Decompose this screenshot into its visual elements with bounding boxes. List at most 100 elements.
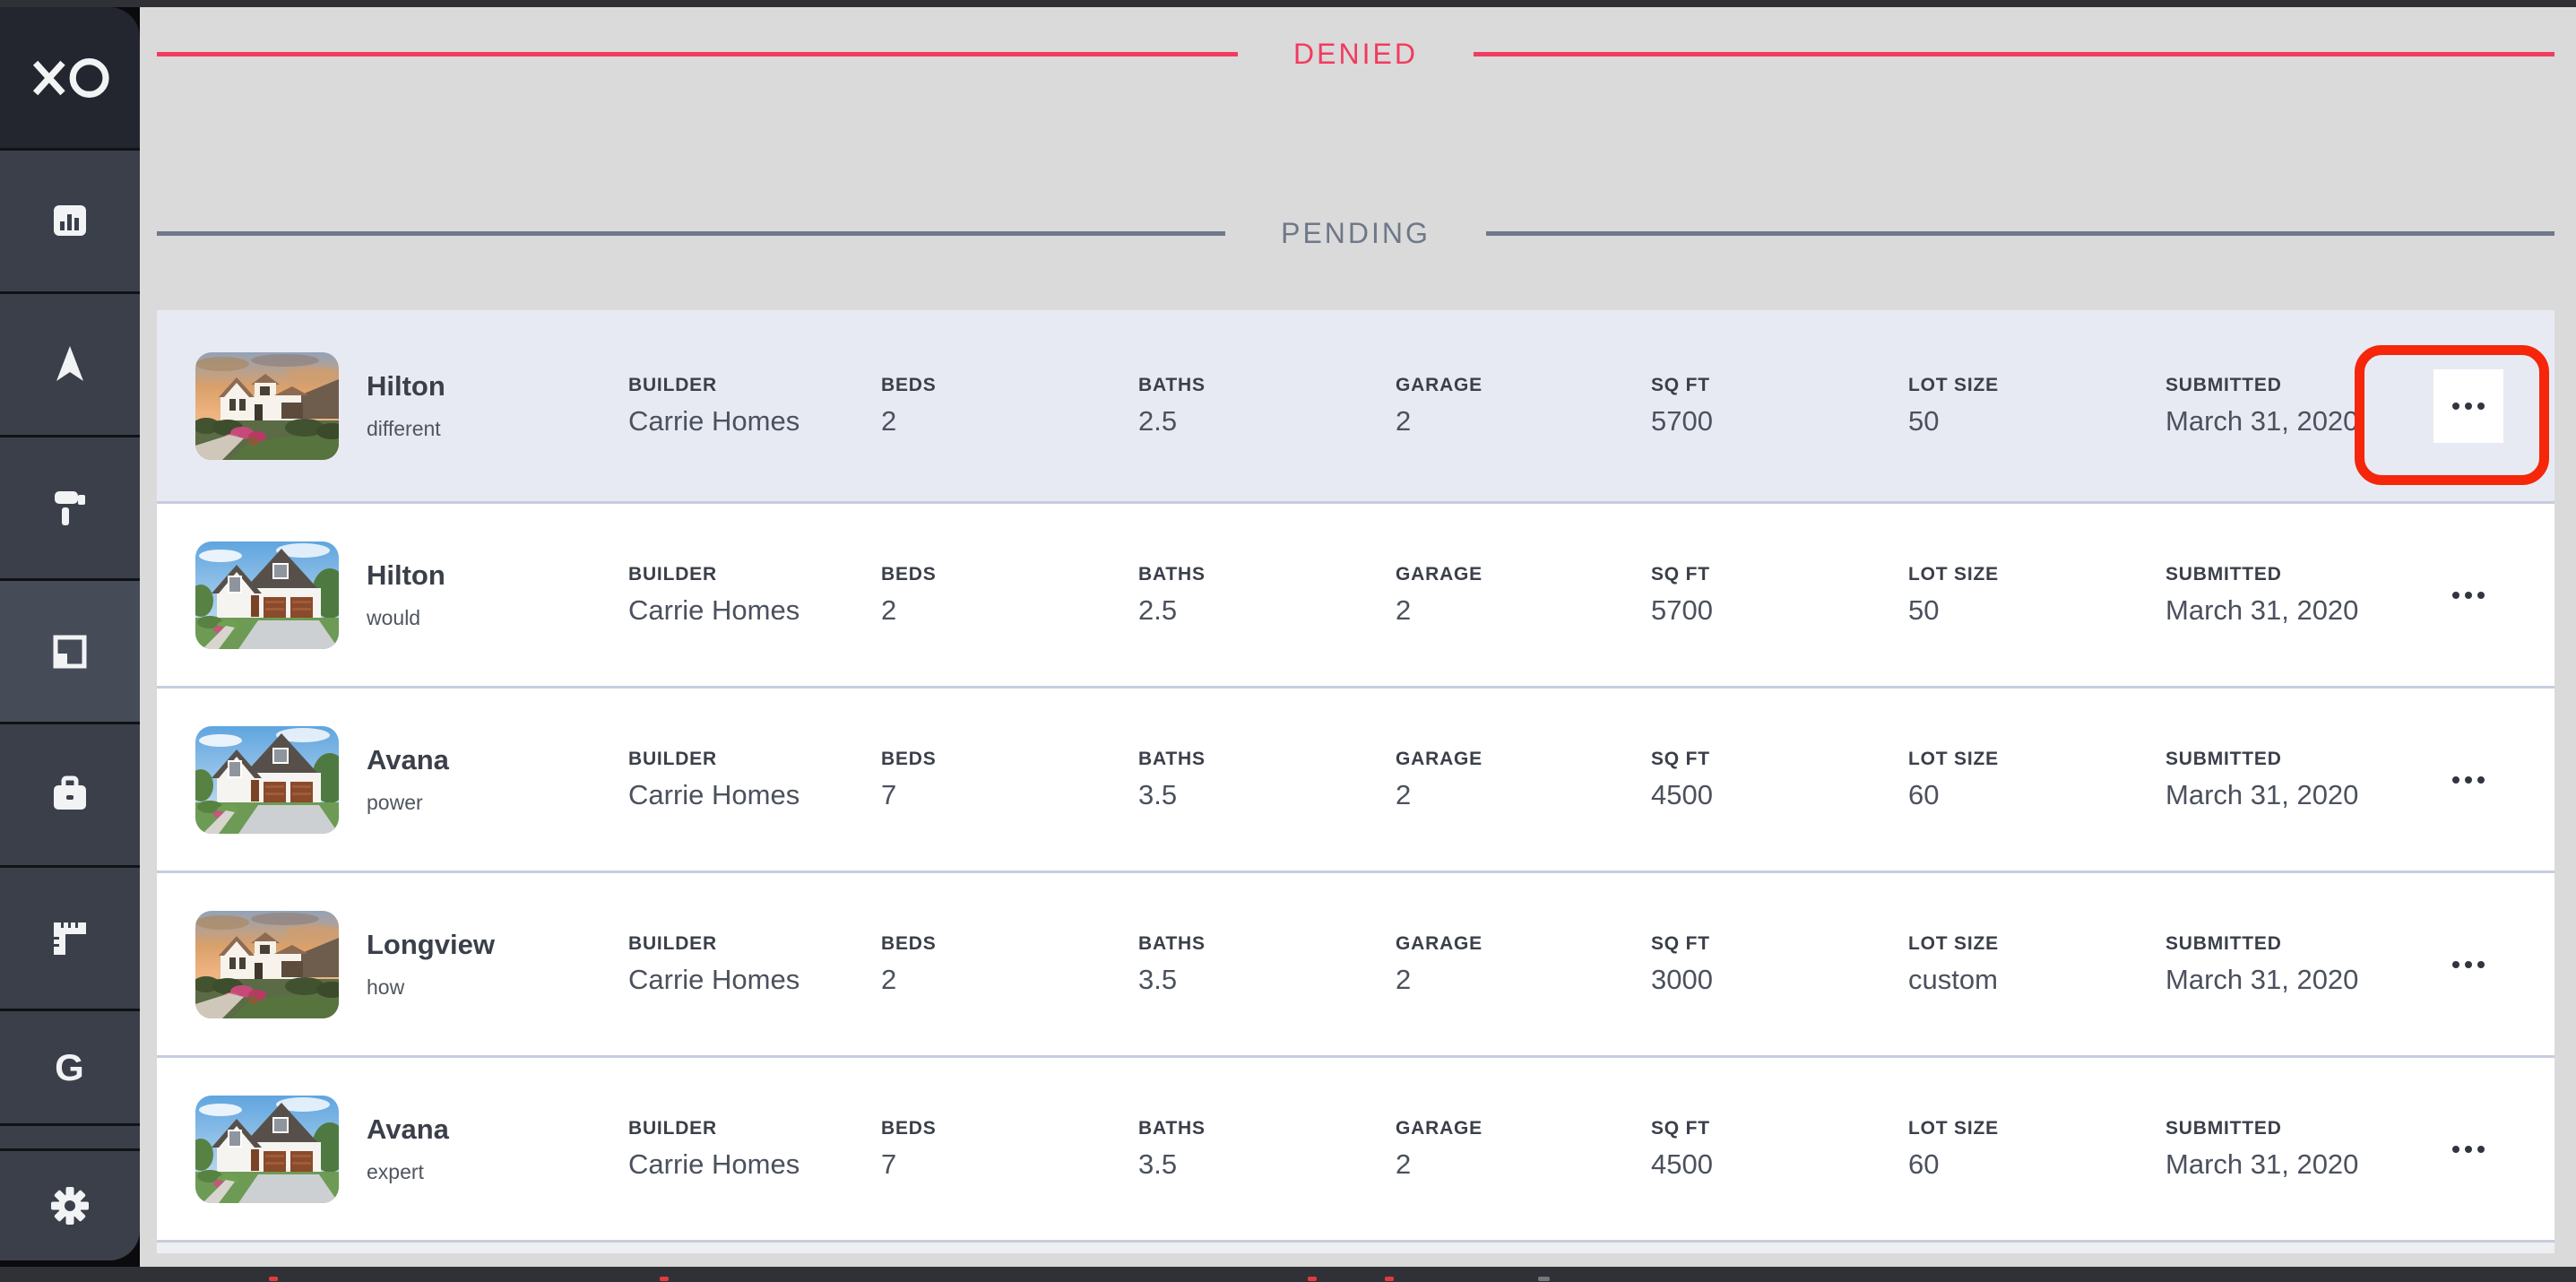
lot-size-label: LOT SIZE — [1908, 563, 1999, 585]
submitted-value: March 31, 2020 — [2165, 593, 2359, 626]
sidebar-spacer — [0, 1126, 140, 1151]
beds-label: BEDS — [881, 932, 937, 954]
garage-value: 2 — [1396, 1148, 1412, 1180]
lot-size-value: 60 — [1908, 1148, 1940, 1180]
baths-value: 3.5 — [1138, 778, 1178, 810]
baths-field: BATHS 2.5 — [1138, 564, 1396, 627]
plan-row[interactable]: Avana expert BUILDER Carrie Homes BEDS 7… — [157, 1058, 2554, 1243]
garage-value: 2 — [1396, 593, 1412, 626]
plan-thumbnail-cell — [195, 726, 367, 834]
row-menu-button[interactable] — [2433, 928, 2503, 1001]
sqft-value: 3000 — [1651, 963, 1713, 995]
lot-size-field: LOT SIZE 60 — [1908, 749, 2165, 811]
plan-thumbnail-sunset — [195, 911, 339, 1018]
builder-value: Carrie Homes — [628, 963, 800, 995]
sidebar-item-portfolio[interactable] — [0, 724, 140, 868]
app-logo[interactable] — [0, 7, 140, 151]
plan-row[interactable]: Hilton different BUILDER Carrie Homes BE… — [157, 310, 2554, 504]
plan-thumbnail-cell — [195, 352, 367, 460]
plan-variant: how — [367, 975, 405, 999]
section-label-pending: PENDING — [1281, 217, 1431, 249]
plan-title-cell: Avana power — [367, 744, 628, 815]
plan-name: Hilton — [367, 559, 445, 591]
baths-label: BATHS — [1138, 563, 1206, 585]
builder-label: BUILDER — [628, 748, 717, 769]
lot-size-value: 60 — [1908, 778, 1940, 810]
sidebar-item-paint[interactable] — [0, 437, 140, 581]
pending-plans-list: Hilton different BUILDER Carrie Homes BE… — [157, 310, 2554, 1253]
lot-size-value: custom — [1908, 963, 1998, 995]
beds-field: BEDS 7 — [881, 749, 1138, 811]
garage-label: GARAGE — [1396, 748, 1482, 769]
beds-field: BEDS 2 — [881, 375, 1138, 437]
sidebar-item-settings[interactable] — [0, 1151, 140, 1260]
garage-field: GARAGE 2 — [1396, 749, 1651, 811]
lot-size-field: LOT SIZE custom — [1908, 933, 2165, 996]
ruler-icon — [47, 915, 93, 962]
sidebar-item-navigate[interactable] — [0, 294, 140, 437]
row-menu-button[interactable] — [2433, 559, 2503, 632]
row-menu-button[interactable] — [2433, 743, 2503, 817]
next-row-peek — [157, 1243, 2554, 1253]
plan-row[interactable]: Longview how BUILDER Carrie Homes BEDS 2… — [157, 873, 2554, 1058]
submitted-field: SUBMITTED March 31, 2020 — [2165, 749, 2554, 811]
baths-value: 2.5 — [1138, 404, 1178, 437]
baths-label: BATHS — [1138, 748, 1206, 769]
sidebar-item-floorplans[interactable] — [0, 581, 140, 724]
beds-label: BEDS — [881, 1117, 937, 1139]
plan-name: Avana — [367, 744, 449, 775]
plan-title-cell: Hilton different — [367, 370, 628, 441]
submitted-value: March 31, 2020 — [2165, 963, 2359, 995]
plan-name: Hilton — [367, 370, 445, 402]
submitted-value: March 31, 2020 — [2165, 778, 2359, 810]
sqft-field: SQ FT 3000 — [1651, 933, 1908, 996]
g-icon: G — [55, 1045, 85, 1088]
gear-icon — [47, 1182, 93, 1229]
baths-label: BATHS — [1138, 1117, 1206, 1139]
sqft-value: 5700 — [1651, 593, 1713, 626]
xo-logo-icon — [27, 56, 113, 100]
beds-label: BEDS — [881, 563, 937, 585]
beds-field: BEDS 7 — [881, 1118, 1138, 1181]
builder-label: BUILDER — [628, 1117, 717, 1139]
baths-label: BATHS — [1138, 932, 1206, 954]
lot-size-label: LOT SIZE — [1908, 748, 1999, 769]
row-menu-button[interactable] — [2433, 368, 2503, 443]
garage-label: GARAGE — [1396, 374, 1482, 395]
garage-label: GARAGE — [1396, 932, 1482, 954]
clipped-content-mark — [1385, 1277, 1394, 1281]
sqft-field: SQ FT 4500 — [1651, 749, 1908, 811]
baths-field: BATHS 3.5 — [1138, 1118, 1396, 1181]
builder-field: BUILDER Carrie Homes — [628, 564, 881, 627]
sidebar-item-measure[interactable] — [0, 868, 140, 1011]
submitted-label: SUBMITTED — [2165, 748, 2282, 769]
beds-field: BEDS 2 — [881, 564, 1138, 627]
beds-field: BEDS 2 — [881, 933, 1138, 996]
divider-line — [157, 231, 1226, 236]
garage-value: 2 — [1396, 404, 1412, 437]
baths-field: BATHS 2.5 — [1138, 375, 1396, 437]
builder-label: BUILDER — [628, 932, 717, 954]
submitted-field: SUBMITTED March 31, 2020 — [2165, 564, 2554, 627]
divider-line — [157, 52, 1239, 56]
plan-variant: expert — [367, 1160, 424, 1183]
sidebar-nav: G — [0, 151, 140, 1260]
sqft-value: 4500 — [1651, 778, 1713, 810]
window-top-bar — [0, 0, 2576, 7]
section-divider-denied: DENIED — [157, 38, 2554, 71]
row-menu-button[interactable] — [2433, 1113, 2503, 1186]
lot-size-label: LOT SIZE — [1908, 374, 1999, 395]
baths-value: 3.5 — [1138, 963, 1178, 995]
divider-line — [1485, 231, 2555, 236]
sidebar-item-google[interactable]: G — [0, 1011, 140, 1126]
plan-row[interactable]: Avana power BUILDER Carrie Homes BEDS 7 … — [157, 689, 2554, 873]
plan-row[interactable]: Hilton would BUILDER Carrie Homes BEDS 2… — [157, 504, 2554, 689]
sidebar-item-stats[interactable] — [0, 151, 140, 294]
ellipsis-icon — [2452, 775, 2459, 784]
lot-size-value: 50 — [1908, 404, 1940, 437]
plan-thumbnail-daylight — [195, 541, 339, 649]
clipped-content-mark — [269, 1277, 278, 1281]
sqft-label: SQ FT — [1651, 932, 1710, 954]
plan-thumbnail-daylight — [195, 1096, 339, 1203]
